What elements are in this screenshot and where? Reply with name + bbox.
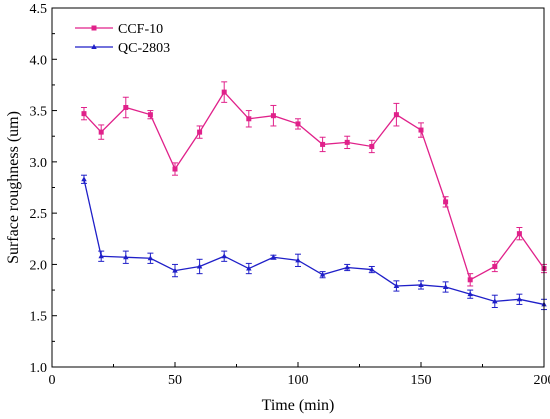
x-tick-label-4: 200 — [534, 373, 550, 388]
data-point — [369, 266, 375, 272]
y-tick-label-2: 2.0 — [30, 258, 48, 273]
axes: 0 50 100 150 200 1.0 1.5 2.0 2.5 3.0 3.5 4.0 4.5 — [30, 2, 550, 388]
data-point — [295, 257, 301, 263]
x-tick-label-1: 50 — [168, 373, 182, 388]
x-tick-label-2: 100 — [288, 373, 309, 388]
data-point — [467, 277, 473, 283]
data-point — [246, 265, 252, 271]
y-tick-label-5: 3.5 — [30, 105, 48, 120]
data-point — [442, 284, 449, 289]
data-point — [492, 263, 498, 269]
data-point — [81, 176, 87, 182]
data-point — [369, 143, 375, 149]
data-point — [467, 291, 473, 297]
x-tick-label-3: 150 — [411, 373, 432, 388]
data-point — [197, 129, 203, 135]
data-point — [443, 199, 449, 205]
x-axis-title: Time (min) — [262, 397, 335, 414]
data-point — [418, 281, 424, 287]
legend-marker-0 — [91, 25, 97, 31]
legend-label-qc-2803: QC-2803 — [118, 41, 170, 56]
y-tick-label-4: 3.0 — [30, 156, 48, 171]
data-point — [319, 271, 326, 277]
data-point — [492, 298, 498, 304]
data-point — [344, 264, 350, 270]
data-point — [344, 139, 350, 145]
data-point — [221, 89, 227, 95]
data-point — [147, 255, 154, 261]
x-tick-label-0: 0 — [49, 373, 56, 388]
y-tick-label-0: 1.0 — [30, 361, 48, 376]
legend-marker-1 — [91, 44, 97, 49]
data-point — [320, 141, 326, 147]
y-tick-label-3: 2.5 — [30, 207, 48, 222]
data-point — [418, 127, 424, 133]
data-point — [147, 112, 153, 118]
y-axis-title: Surface roughness (um) — [5, 111, 22, 264]
data-point — [221, 253, 227, 259]
data-point — [393, 283, 400, 288]
data-point — [270, 254, 277, 260]
legend: CCF-10 QC-2803 — [75, 22, 170, 56]
data-point — [81, 111, 87, 117]
plot-area — [80, 81, 547, 311]
plot-frame — [51, 7, 545, 368]
data-point — [172, 267, 178, 273]
data-point — [246, 116, 252, 122]
data-point — [295, 121, 301, 127]
data-point — [516, 231, 522, 237]
y-tick-label-1: 1.5 — [30, 310, 48, 325]
data-point — [270, 113, 276, 119]
legend-label-ccf-10: CCF-10 — [118, 22, 163, 37]
series-line-1 — [83, 179, 545, 306]
data-point — [393, 112, 399, 118]
data-point — [98, 129, 104, 135]
data-point — [123, 254, 129, 260]
data-point — [98, 253, 104, 259]
data-point — [516, 296, 523, 302]
y-tick-label-6: 4.0 — [30, 53, 48, 68]
data-point — [123, 104, 129, 110]
series-1 — [80, 174, 547, 311]
data-point — [172, 166, 178, 172]
series-0 — [80, 81, 547, 287]
series-line-0 — [83, 91, 545, 281]
y-tick-label-7: 4.5 — [30, 2, 48, 17]
data-point — [196, 263, 203, 269]
